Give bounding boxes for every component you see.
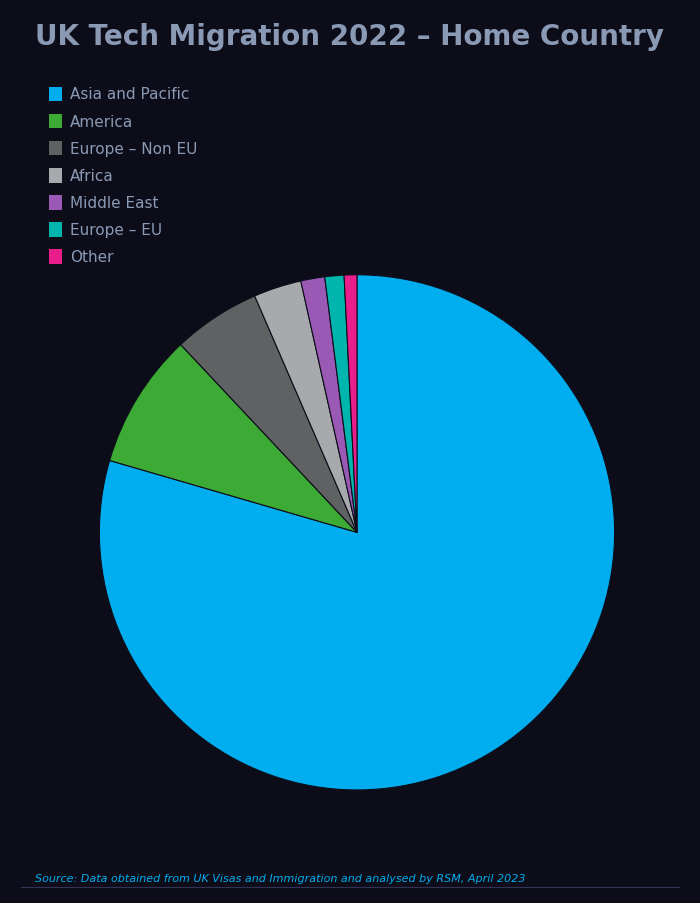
Wedge shape: [110, 345, 357, 533]
Wedge shape: [325, 275, 357, 533]
Text: Europe – EU: Europe – EU: [70, 223, 162, 237]
Text: Africa: Africa: [70, 169, 113, 183]
Wedge shape: [344, 275, 357, 533]
Text: America: America: [70, 115, 133, 129]
Text: UK Tech Migration 2022 – Home Country: UK Tech Migration 2022 – Home Country: [35, 23, 664, 51]
Text: Asia and Pacific: Asia and Pacific: [70, 88, 190, 102]
Wedge shape: [99, 275, 615, 790]
Text: Source: Data obtained from UK Visas and Immigration and analysed by RSM, April 2: Source: Data obtained from UK Visas and …: [35, 872, 526, 883]
Text: Other: Other: [70, 250, 113, 265]
Wedge shape: [255, 282, 357, 533]
Text: Europe – Non EU: Europe – Non EU: [70, 142, 197, 156]
Text: Middle East: Middle East: [70, 196, 158, 210]
Wedge shape: [181, 296, 357, 533]
Wedge shape: [301, 277, 357, 533]
